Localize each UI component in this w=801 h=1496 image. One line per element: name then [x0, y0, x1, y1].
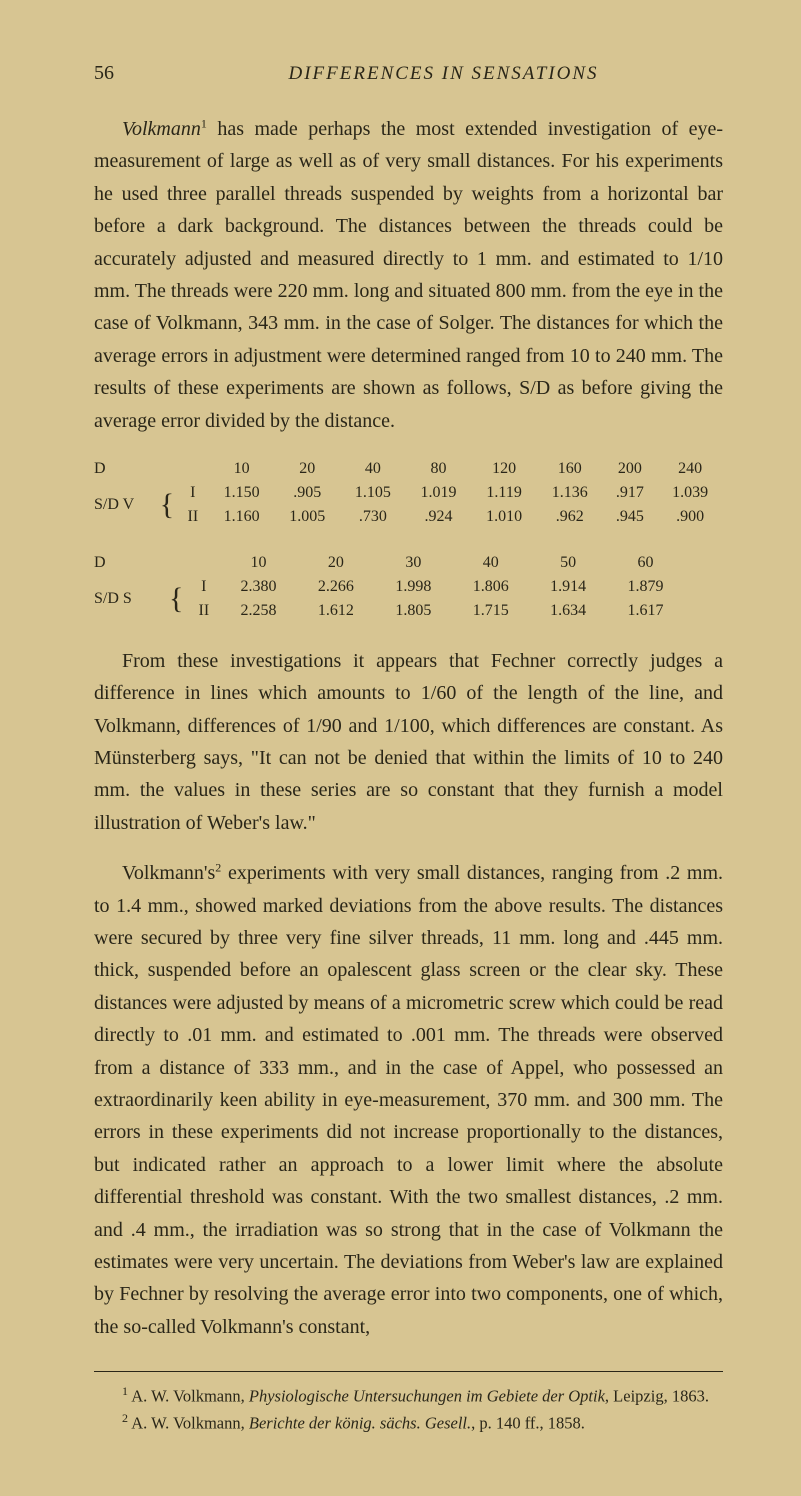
cell: 1.019 [406, 481, 472, 505]
cell: 1.119 [471, 481, 537, 505]
cell: .900 [657, 505, 723, 529]
col-h: 200 [603, 457, 658, 481]
col-h: 20 [297, 551, 374, 575]
cell: 1.914 [529, 575, 606, 599]
brace-icon: { [165, 575, 188, 623]
cell: 1.039 [657, 481, 723, 505]
cell: .730 [340, 505, 406, 529]
footnote-1: 1 A. W. Volkmann, Physiologische Untersu… [94, 1382, 723, 1409]
cell: 1.005 [274, 505, 340, 529]
cell: 2.258 [220, 599, 297, 623]
col-h: 50 [529, 551, 606, 575]
col-h: 40 [340, 457, 406, 481]
col-h: 80 [406, 457, 472, 481]
col-h: 10 [220, 551, 297, 575]
cell: 1.010 [471, 505, 537, 529]
paragraph-3: Volkmann's2 experiments with very small … [94, 857, 723, 1343]
cell: .924 [406, 505, 472, 529]
d-label: D [94, 551, 165, 575]
col-h: 20 [274, 457, 340, 481]
paragraph-3-body: experiments with very small distances, r… [94, 862, 723, 1337]
paragraph-3-a: Volkmann's [122, 862, 215, 884]
sd-s-label: S/D S [94, 575, 165, 623]
footnotes: 1 A. W. Volkmann, Physiologische Untersu… [94, 1382, 723, 1436]
paragraph-1-body: has made perhaps the most extended inves… [94, 118, 723, 432]
cell: 1.998 [375, 575, 452, 599]
fn1-b: , Leipzig, 1863. [605, 1387, 709, 1406]
d-label: D [94, 457, 157, 481]
col-h: 60 [607, 551, 684, 575]
sd-v-label: S/D V [94, 481, 157, 529]
roman-I: I [177, 481, 209, 505]
col-h: 40 [452, 551, 529, 575]
fn2-title: Berichte der könig. sächs. Gesell. [249, 1414, 471, 1433]
table-v: D 10 20 40 80 120 160 200 240 S/D V { I … [94, 457, 723, 529]
cell: 1.805 [375, 599, 452, 623]
table-s: D 10 20 30 40 50 60 S/D S { I 2.380 2.26… [94, 551, 723, 623]
fn1-title: Physiologische Untersuchungen im Gebiete… [249, 1387, 605, 1406]
cell: 1.715 [452, 599, 529, 623]
cell: 1.105 [340, 481, 406, 505]
table-row: II 1.160 1.005 .730 .924 1.010 .962 .945… [94, 505, 723, 529]
table-row: S/D V { I 1.150 .905 1.105 1.019 1.119 1… [94, 481, 723, 505]
fn2-a: A. W. Volkmann, [128, 1414, 249, 1433]
col-h: 30 [375, 551, 452, 575]
fn1-a: A. W. Volkmann, [128, 1387, 249, 1406]
roman-II: II [188, 599, 220, 623]
brace-icon: { [157, 481, 177, 529]
cell: 1.612 [297, 599, 374, 623]
cell: .917 [603, 481, 658, 505]
cell: 1.806 [452, 575, 529, 599]
cell: 2.380 [220, 575, 297, 599]
footnote-rule [94, 1371, 723, 1372]
footnote-2: 2 A. W. Volkmann, Berichte der könig. sä… [94, 1409, 723, 1436]
table-s-header: D 10 20 30 40 50 60 [94, 551, 723, 575]
roman-I: I [188, 575, 220, 599]
fn2-b: , p. 140 ff., 1858. [471, 1414, 585, 1433]
cell: .962 [537, 505, 603, 529]
cell: 1.634 [529, 599, 606, 623]
cell: .905 [274, 481, 340, 505]
col-h: 160 [537, 457, 603, 481]
cell: .945 [603, 505, 658, 529]
paragraph-2: From these investigations it appears tha… [94, 645, 723, 839]
col-h: 240 [657, 457, 723, 481]
col-h: 10 [209, 457, 275, 481]
table-row: S/D S { I 2.380 2.266 1.998 1.806 1.914 … [94, 575, 723, 599]
cell: 1.136 [537, 481, 603, 505]
cell: 2.266 [297, 575, 374, 599]
cell: 1.879 [607, 575, 684, 599]
roman-II: II [177, 505, 209, 529]
table-v-header: D 10 20 40 80 120 160 200 240 [94, 457, 723, 481]
running-title: DIFFERENCES IN SENSATIONS [164, 63, 723, 85]
cell: 1.160 [209, 505, 275, 529]
table-row: II 2.258 1.612 1.805 1.715 1.634 1.617 [94, 599, 723, 623]
paragraph-1: Volkmann1 has made perhaps the most exte… [94, 113, 723, 437]
col-h: 120 [471, 457, 537, 481]
cell: 1.617 [607, 599, 684, 623]
author-name: Volkmann [122, 118, 201, 140]
cell: 1.150 [209, 481, 275, 505]
